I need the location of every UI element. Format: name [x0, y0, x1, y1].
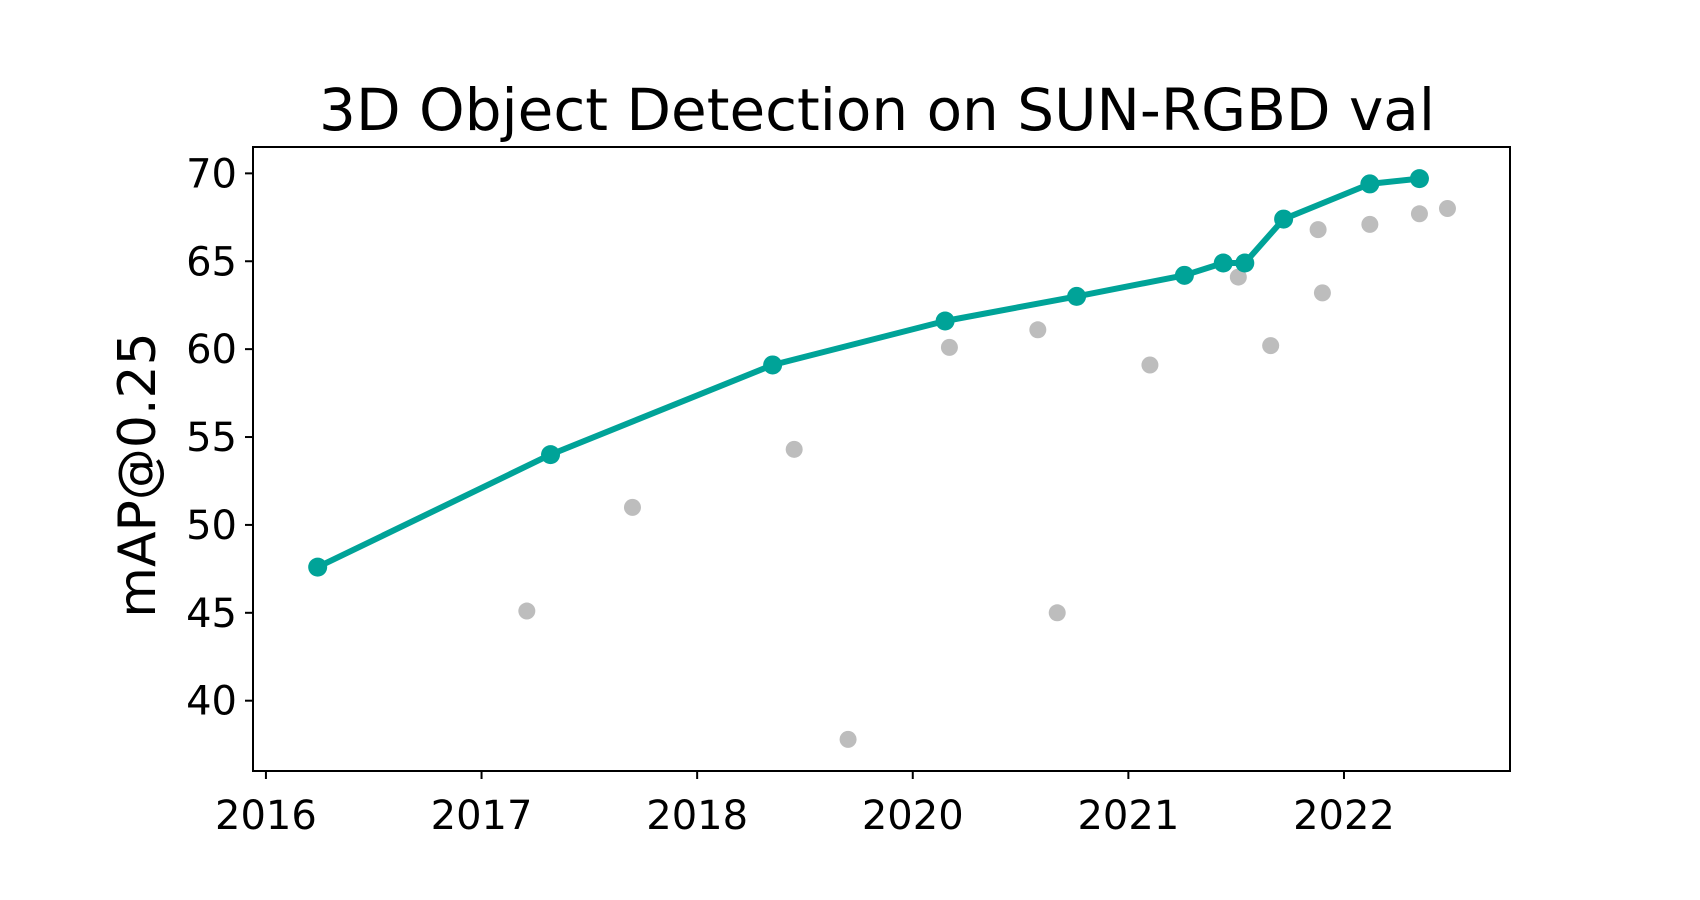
sota-point	[1067, 286, 1087, 306]
other-method-point	[1262, 337, 1280, 355]
sota-point	[1409, 169, 1429, 189]
y-tick-label: 65	[186, 239, 237, 285]
x-axis: 2016 2017 2018 2020 2021 2022	[215, 771, 1395, 839]
sota-point	[1360, 174, 1380, 194]
other-method-point	[1361, 215, 1379, 233]
y-tick-label: 70	[186, 151, 237, 197]
sota-point	[1174, 265, 1194, 285]
other-method-point	[518, 602, 536, 620]
other-method-point	[940, 338, 958, 356]
y-tick-label: 60	[186, 327, 237, 373]
other-method-point	[785, 440, 803, 458]
x-tick-label: 2018	[646, 793, 748, 839]
y-axis-label: mAP@0.25	[108, 332, 168, 617]
sota-point	[1213, 253, 1233, 273]
other-method-point	[1438, 200, 1456, 218]
sota-point	[763, 355, 783, 375]
other-method-point	[1141, 356, 1159, 374]
sota-point	[935, 311, 955, 331]
y-tick-label: 55	[186, 415, 237, 461]
other-method-point	[1029, 321, 1047, 339]
other-method-point	[1229, 268, 1247, 286]
y-tick-label: 50	[186, 503, 237, 549]
other-method-point	[623, 498, 641, 516]
sota-point	[1274, 209, 1294, 229]
y-tick-label: 40	[186, 679, 237, 725]
x-tick-label: 2021	[1077, 793, 1179, 839]
other-method-point	[839, 730, 857, 748]
x-tick-label: 2020	[862, 793, 964, 839]
other-methods-series	[518, 200, 1456, 748]
y-axis: 40 45 50 55 60 65 70	[186, 151, 253, 725]
sota-series-line	[314, 175, 1423, 571]
plot-frame	[252, 146, 1511, 772]
other-method-point	[1048, 604, 1066, 622]
y-tick-label: 45	[186, 591, 237, 637]
sota-point	[308, 557, 328, 577]
sota-point	[1235, 253, 1255, 273]
x-tick-label: 2016	[215, 793, 317, 839]
other-method-point	[1410, 205, 1428, 223]
other-method-point	[1309, 221, 1327, 239]
x-tick-label: 2017	[431, 793, 533, 839]
sota-point	[541, 445, 561, 465]
sota-series-markers	[308, 169, 1429, 577]
chart-title: 3D Object Detection on SUN-RGBD val	[319, 76, 1435, 144]
x-tick-label: 2022	[1293, 793, 1395, 839]
other-method-point	[1313, 284, 1331, 302]
